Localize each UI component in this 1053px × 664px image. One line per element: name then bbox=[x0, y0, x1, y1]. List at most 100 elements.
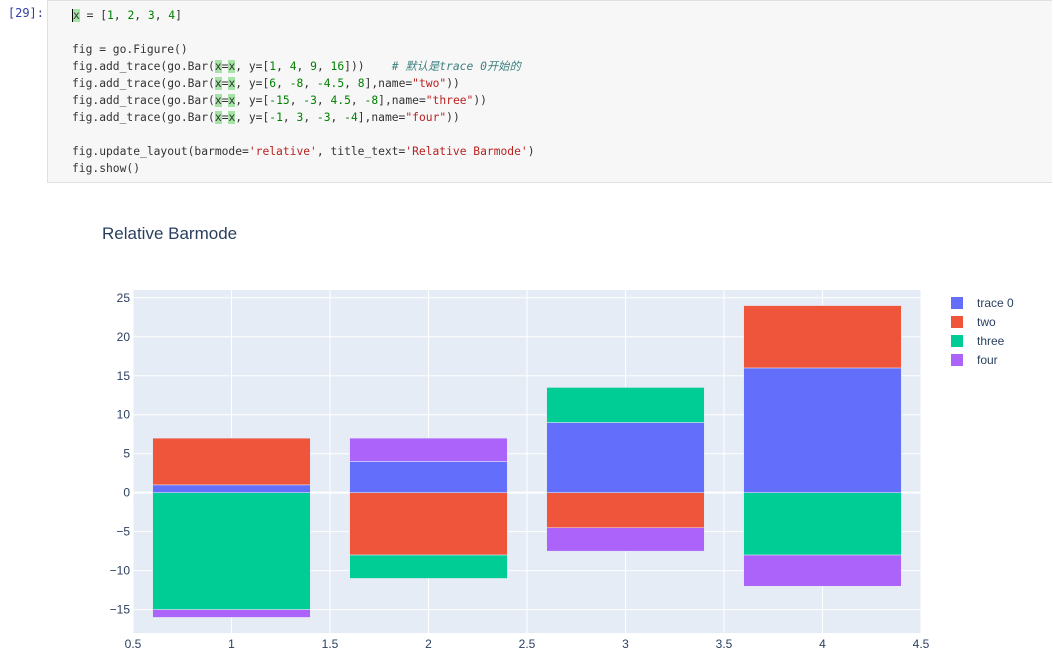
code-token: ],name= bbox=[364, 77, 413, 90]
x-tick-label: 3.5 bbox=[716, 637, 733, 651]
code-token: , bbox=[282, 111, 297, 124]
code-token: 1 bbox=[269, 60, 277, 73]
code-token: 4 bbox=[168, 9, 176, 22]
code-token: 2 bbox=[127, 9, 135, 22]
code-line[interactable]: fig.show() bbox=[72, 160, 535, 177]
code-token: , bbox=[276, 77, 290, 90]
code-token: fig.add_trace(go.Bar( bbox=[72, 77, 215, 90]
code-token: 8 bbox=[357, 77, 365, 90]
code-token: , bbox=[303, 111, 317, 124]
x-tick-label: 2.5 bbox=[519, 637, 536, 651]
code-token: 'Relative Barmode' bbox=[405, 145, 528, 158]
code-token: , y=[ bbox=[235, 94, 270, 107]
code-token: "two" bbox=[412, 77, 447, 90]
code-token: = bbox=[221, 111, 229, 124]
bar bbox=[546, 492, 705, 529]
code-token: x bbox=[214, 111, 222, 124]
code-line[interactable]: fig.add_trace(go.Bar(x=x, y=[1, 4, 9, 16… bbox=[72, 58, 535, 75]
code-token: fig.add_trace(go.Bar( bbox=[72, 111, 215, 124]
code-editor[interactable]: x = [1, 2, 3, 4] fig = go.Figure() fig.ad… bbox=[72, 7, 535, 177]
code-token: , bbox=[276, 60, 290, 73]
code-token: x bbox=[214, 60, 222, 73]
code-token: = bbox=[221, 94, 229, 107]
bar bbox=[546, 422, 705, 493]
code-token: x bbox=[228, 60, 236, 73]
bar-chart: Relative Barmode 25 20 15 10 5 0 −5 −10 −15 0.5 1 1.… bbox=[102, 224, 1014, 651]
code-token: -8 bbox=[364, 94, 379, 107]
code-token: , bbox=[134, 9, 148, 22]
code-token: , bbox=[350, 94, 365, 107]
code-token: -4 bbox=[344, 111, 358, 124]
code-token: 4 bbox=[289, 60, 297, 73]
code-token: = [ bbox=[79, 9, 108, 22]
code-token: )) bbox=[473, 94, 487, 107]
code-token: 3 bbox=[147, 9, 155, 22]
bar bbox=[349, 492, 508, 556]
y-tick-label: 10 bbox=[117, 408, 131, 422]
legend-swatch bbox=[951, 297, 963, 309]
code-line[interactable] bbox=[72, 24, 535, 41]
legend-swatch bbox=[951, 316, 963, 328]
bar bbox=[152, 492, 311, 610]
code-token: fig = go.Figure() bbox=[72, 43, 188, 56]
code-token: = bbox=[221, 60, 229, 73]
code-token: , bbox=[296, 60, 311, 73]
code-cell[interactable]: x = [1, 2, 3, 4] fig = go.Figure() fig.ad… bbox=[47, 0, 1052, 183]
y-tick-label: −15 bbox=[110, 603, 131, 617]
code-token: , bbox=[303, 77, 317, 90]
code-token: , bbox=[316, 94, 331, 107]
code-token: ])) bbox=[344, 60, 392, 73]
code-token: , y=[ bbox=[235, 111, 270, 124]
code-token: -1 bbox=[269, 111, 283, 124]
legend-item: four bbox=[977, 353, 998, 367]
code-line[interactable]: fig.add_trace(go.Bar(x=x, y=[-1, 3, -3, … bbox=[72, 109, 535, 126]
code-token: , bbox=[344, 77, 358, 90]
code-token: fig.show() bbox=[72, 162, 141, 175]
code-token: , bbox=[113, 9, 128, 22]
code-token: , bbox=[316, 60, 331, 73]
code-token: , bbox=[330, 111, 345, 124]
code-token: x bbox=[228, 94, 236, 107]
code-token: fig.update_layout(barmode= bbox=[72, 145, 249, 158]
y-tick-label: 0 bbox=[123, 486, 130, 500]
x-tick-label: 4.5 bbox=[913, 637, 930, 651]
bar bbox=[743, 367, 902, 493]
bar bbox=[743, 492, 902, 556]
code-token: , title_text= bbox=[316, 145, 406, 158]
code-token: , y=[ bbox=[235, 60, 270, 73]
code-token: fig.add_trace(go.Bar( bbox=[72, 60, 215, 73]
legend-item: trace 0 bbox=[977, 296, 1014, 310]
code-token: , bbox=[154, 9, 169, 22]
code-token: )) bbox=[446, 111, 460, 124]
code-token: "four" bbox=[405, 111, 447, 124]
code-token: = bbox=[221, 77, 229, 90]
x-tick-label: 1 bbox=[228, 637, 235, 651]
y-tick-label: 20 bbox=[117, 330, 131, 344]
code-line[interactable]: fig.add_trace(go.Bar(x=x, y=[-15, -3, 4.… bbox=[72, 92, 535, 109]
code-line[interactable]: fig.add_trace(go.Bar(x=x, y=[6, -8, -4.5… bbox=[72, 75, 535, 92]
code-line[interactable]: fig = go.Figure() bbox=[72, 41, 535, 58]
code-token: ],name= bbox=[378, 94, 426, 107]
legend-swatch bbox=[951, 335, 963, 347]
code-token: 9 bbox=[310, 60, 317, 73]
bar bbox=[152, 484, 311, 493]
code-token: 3 bbox=[296, 111, 304, 124]
code-token: x bbox=[72, 9, 80, 22]
code-token: 16 bbox=[330, 60, 345, 73]
code-token: -3 bbox=[303, 94, 317, 107]
code-token: "three" bbox=[425, 94, 474, 107]
y-tick-label: −10 bbox=[110, 564, 131, 578]
code-token: , y=[ bbox=[235, 77, 270, 90]
x-tick-label: 2 bbox=[425, 637, 432, 651]
code-token: ],name= bbox=[357, 111, 406, 124]
code-token: ) bbox=[527, 145, 535, 158]
code-line[interactable]: fig.update_layout(barmode='relative', ti… bbox=[72, 143, 535, 160]
code-token: ] bbox=[175, 9, 182, 22]
bar bbox=[743, 305, 902, 369]
code-token: x bbox=[228, 111, 236, 124]
bar bbox=[152, 437, 311, 486]
x-tick-label: 1.5 bbox=[322, 637, 339, 651]
bar bbox=[152, 609, 311, 618]
code-line[interactable] bbox=[72, 126, 535, 143]
code-line[interactable]: x = [1, 2, 3, 4] bbox=[72, 7, 535, 24]
